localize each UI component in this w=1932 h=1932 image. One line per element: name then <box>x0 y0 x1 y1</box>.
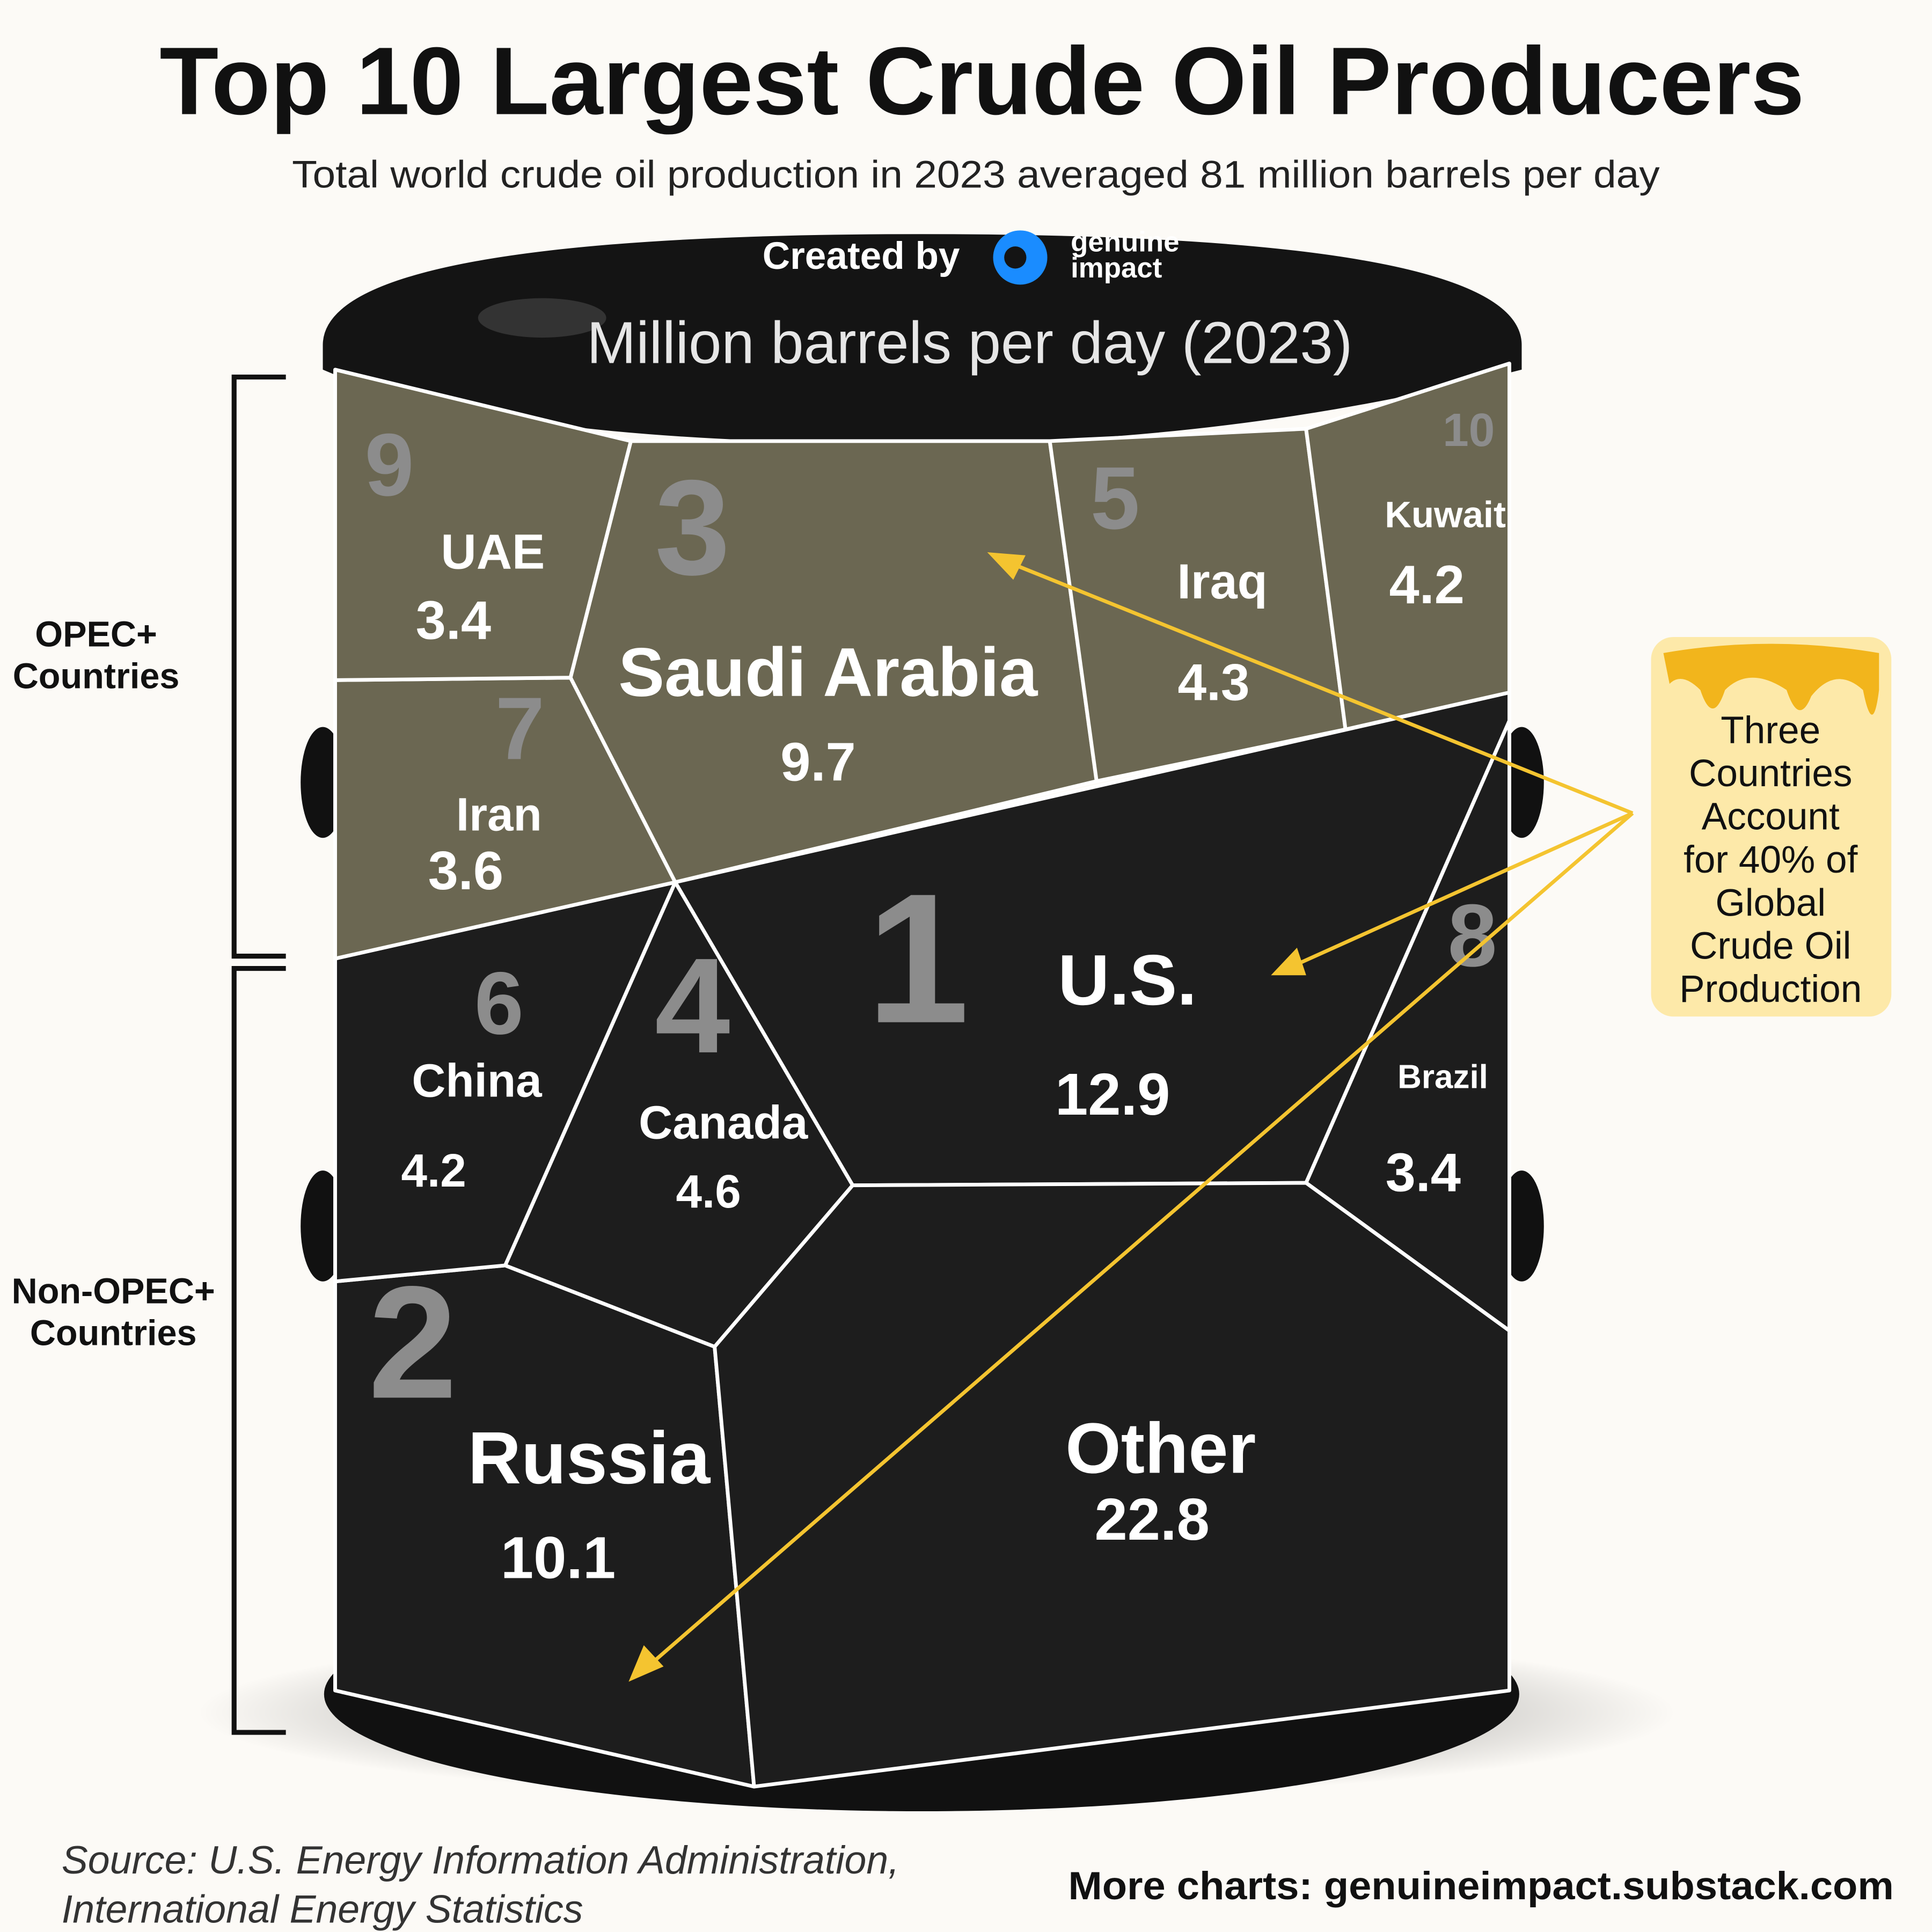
bracket <box>231 374 286 959</box>
country-name: Brazil <box>1397 1059 1488 1096</box>
rank: 5 <box>1091 449 1140 548</box>
subtitle: Total world crude oil production in 2023… <box>292 153 1660 196</box>
group-label: Countries <box>13 657 180 697</box>
country-name: Saudi Arabia <box>618 634 1038 711</box>
callout-text: for 40% of <box>1684 839 1858 881</box>
rank: 2 <box>368 1253 457 1432</box>
source: International Energy Statistics <box>62 1887 583 1931</box>
rank: 1 <box>867 855 970 1062</box>
callout-text: Production <box>1679 968 1862 1011</box>
cell <box>1304 361 1511 731</box>
rank: 6 <box>474 954 524 1053</box>
value-label: 4.6 <box>676 1166 741 1218</box>
rank: 7 <box>495 679 545 778</box>
country-name: Russia <box>468 1417 711 1499</box>
country-name: Canada <box>639 1097 809 1149</box>
value-label: 3.4 <box>416 591 491 651</box>
rank: 4 <box>655 930 730 1081</box>
honey-drip <box>1663 643 1879 715</box>
value-label: 3.4 <box>1386 1143 1461 1203</box>
callout-text: Crude Oil <box>1690 925 1851 968</box>
country-name: China <box>412 1055 543 1107</box>
arrows <box>628 552 1634 1682</box>
cell <box>713 1181 1511 1789</box>
footer: More charts: genuineimpact.substack.com <box>1069 1863 1894 1908</box>
arrow <box>1003 559 1634 815</box>
logo <box>1004 246 1027 269</box>
brand: impact <box>1071 252 1162 284</box>
title: Top 10 Largest Crude Oil Producers <box>159 27 1804 135</box>
value-label: 3.6 <box>428 841 503 901</box>
source: Source: U.S. Energy Information Administ… <box>62 1838 899 1882</box>
callout-text: Global <box>1715 882 1826 924</box>
callout-box <box>1651 636 1892 1017</box>
country-name: Other <box>1065 1408 1256 1488</box>
country-name: Iraq <box>1177 554 1267 609</box>
value-label: 9.7 <box>780 733 855 793</box>
callout-text: Countries <box>1689 752 1853 795</box>
value-label: 10.1 <box>501 1525 616 1591</box>
country-name: Iran <box>456 789 542 841</box>
cell <box>333 368 633 682</box>
group-label: Non-OPEC+ <box>12 1271 215 1311</box>
country-name: U.S. <box>1058 940 1197 1020</box>
value-label: 22.8 <box>1094 1487 1209 1553</box>
arrow <box>643 811 1634 1671</box>
arrow-head <box>628 1645 664 1682</box>
group-label: OPEC+ <box>35 615 157 655</box>
group-label: Countries <box>30 1313 197 1353</box>
callout-text: Three <box>1721 709 1820 752</box>
barrel-top <box>323 234 1522 444</box>
brand: genuine <box>1071 226 1179 258</box>
value-label: 12.9 <box>1055 1062 1170 1128</box>
value-label: 4.2 <box>401 1145 466 1197</box>
value-label: 4.3 <box>1177 654 1249 711</box>
bracket <box>231 966 286 1735</box>
callout-text: Account <box>1702 796 1840 838</box>
unit-label: Million barrels per day (2023) <box>587 310 1352 376</box>
country-name: UAE <box>441 525 545 580</box>
credit: Created by <box>763 235 960 277</box>
arrow-head <box>987 552 1026 580</box>
arrow-head <box>1271 947 1306 976</box>
rank: 10 <box>1443 404 1495 456</box>
barrel-cap <box>478 298 606 338</box>
country-name: Kuwait <box>1385 494 1506 535</box>
rank: 9 <box>365 415 414 515</box>
rank: 3 <box>655 451 730 603</box>
value-label: 4.2 <box>1389 555 1464 615</box>
arrow <box>1286 811 1634 970</box>
